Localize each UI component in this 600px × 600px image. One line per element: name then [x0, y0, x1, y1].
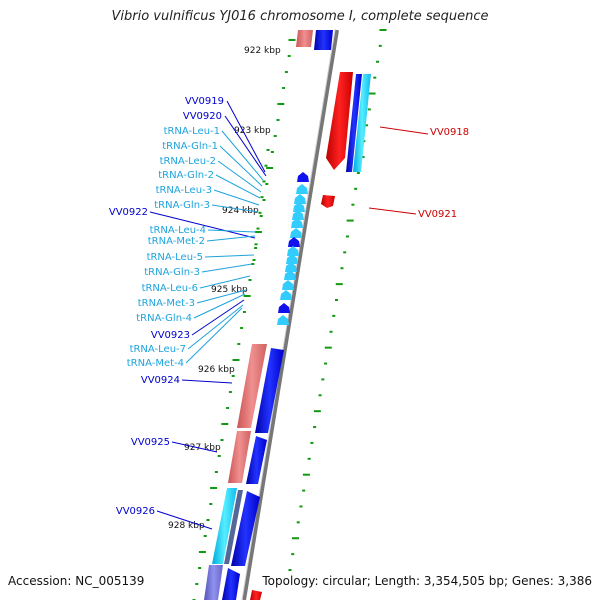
gene-block-bottom-red[interactable]: [250, 590, 262, 600]
scale-ticks: [192, 29, 387, 600]
leader-line: [213, 189, 260, 206]
trna-arrow: [290, 228, 302, 238]
gene-block-top-blue[interactable]: [314, 30, 333, 50]
label-trna-gln-3b[interactable]: tRNA-Gln-3: [144, 267, 200, 278]
gene-vv0918-red[interactable]: [326, 72, 353, 170]
leader-line: [187, 304, 244, 350]
label-trna-gln-3[interactable]: tRNA-Gln-3: [154, 200, 210, 211]
label-leader-lines: [149, 100, 429, 530]
trna-arrow: [286, 254, 298, 264]
leader-line: [156, 510, 213, 530]
leader-line: [221, 130, 264, 181]
label-vv0922[interactable]: VV0922: [109, 207, 148, 218]
trna-arrow: [297, 172, 309, 182]
leader-line: [201, 263, 253, 273]
leader-line: [206, 235, 256, 242]
gene-vv0926-slate[interactable]: [224, 490, 243, 564]
chromosome-backbone: [242, 29, 339, 600]
gene-vv0925-blue[interactable]: [246, 436, 267, 484]
leader-line: [171, 441, 218, 453]
kbp-label-926: 926 kbp: [198, 365, 235, 375]
scale-labels: 922 kbp 923 kbp 924 kbp 925 kbp 926 kbp …: [168, 46, 281, 531]
kbp-label-922: 922 kbp: [244, 46, 281, 56]
leader-line: [219, 145, 263, 187]
leader-line: [207, 229, 257, 233]
label-trna-met-2[interactable]: tRNA-Met-2: [148, 236, 205, 247]
gene-vv0921[interactable]: [321, 195, 335, 208]
trna-cluster: [277, 172, 309, 325]
accession-text: Accession: NC_005139: [8, 574, 145, 588]
label-vv0923[interactable]: VV0923: [151, 330, 190, 341]
label-vv0926[interactable]: VV0926: [116, 506, 155, 517]
kbp-label-927: 927 kbp: [184, 443, 221, 453]
label-trna-met-4[interactable]: tRNA-Met-4: [127, 358, 184, 369]
gene-vv0924-pink[interactable]: [237, 344, 267, 428]
label-vv0918[interactable]: VV0918: [430, 127, 469, 138]
label-trna-leu-4[interactable]: tRNA-Leu-4: [150, 225, 206, 236]
gene-vv0924-blue[interactable]: [255, 348, 284, 433]
leader-line: [215, 174, 261, 199]
leader-line: [185, 307, 243, 364]
leader-line: [196, 289, 247, 304]
leader-line: [224, 115, 267, 177]
leader-line: [211, 204, 259, 213]
trna-arrow: [278, 303, 290, 313]
left-feature-labels: VV0919 VV0920 tRNA-Leu-1 tRNA-Gln-1 tRNA…: [109, 96, 224, 517]
leader-line: [217, 160, 262, 193]
leader-line: [181, 379, 233, 384]
label-vv0925[interactable]: VV0925: [131, 437, 170, 448]
gene-block-bottom-slate[interactable]: [204, 565, 223, 600]
label-trna-gln-4[interactable]: tRNA-Gln-4: [136, 313, 192, 324]
gene-vv0918-blue[interactable]: [346, 74, 362, 172]
kbp-label-923: 923 kbp: [234, 126, 271, 136]
gene-block-top-pink[interactable]: [296, 30, 313, 47]
label-trna-met-3[interactable]: tRNA-Met-3: [138, 298, 195, 309]
leader-line: [193, 293, 246, 319]
kbp-label-924: 924 kbp: [222, 206, 259, 216]
label-vv0920[interactable]: VV0920: [183, 111, 222, 122]
trna-arrow: [285, 262, 297, 272]
kbp-label-928: 928 kbp: [168, 521, 205, 531]
label-trna-gln-2[interactable]: tRNA-Gln-2: [158, 170, 214, 181]
trna-arrow: [293, 202, 305, 212]
trna-arrow: [288, 237, 300, 247]
trna-arrow: [294, 194, 306, 204]
label-trna-leu-3[interactable]: tRNA-Leu-3: [156, 185, 212, 196]
label-vv0921[interactable]: VV0921: [418, 209, 457, 220]
label-trna-leu-1[interactable]: tRNA-Leu-1: [164, 126, 220, 137]
label-trna-leu-6[interactable]: tRNA-Leu-6: [142, 283, 198, 294]
trna-arrow: [284, 270, 296, 280]
gene-vv0926-blue[interactable]: [231, 491, 260, 566]
gene-block-bottom-blue[interactable]: [222, 568, 240, 600]
label-vv0924[interactable]: VV0924: [141, 375, 180, 386]
trna-arrow: [296, 184, 308, 194]
trna-arrow: [277, 315, 289, 325]
leader-line: [204, 254, 255, 258]
leader-line: [191, 299, 245, 336]
label-trna-gln-1[interactable]: tRNA-Gln-1: [162, 141, 218, 152]
trna-arrow: [287, 246, 299, 256]
trna-arrow: [280, 290, 292, 300]
map-title: Vibrio vulnificus YJ016 chromosome I, co…: [111, 9, 489, 24]
leader-line: [368, 207, 417, 215]
gene-vv0926-cyan[interactable]: [212, 488, 237, 564]
trna-arrow: [292, 210, 304, 220]
label-vv0919[interactable]: VV0919: [185, 96, 224, 107]
label-trna-leu-7[interactable]: tRNA-Leu-7: [130, 344, 186, 355]
trna-arrow: [282, 280, 294, 290]
leader-line: [149, 211, 256, 239]
leader-line: [199, 275, 251, 289]
right-feature-labels: VV0918 VV0921: [418, 127, 469, 220]
leader-line: [226, 100, 266, 173]
gene-vv0925-pink[interactable]: [228, 431, 251, 483]
label-trna-leu-2[interactable]: tRNA-Leu-2: [160, 156, 216, 167]
gene-vv0918-cyan[interactable]: [353, 74, 371, 172]
summary-text: Topology: circular; Length: 3,354,505 bp…: [262, 574, 592, 588]
leader-line: [379, 126, 429, 135]
label-trna-leu-5[interactable]: tRNA-Leu-5: [147, 252, 203, 263]
kbp-label-925: 925 kbp: [211, 285, 248, 295]
trna-arrow: [291, 218, 303, 228]
